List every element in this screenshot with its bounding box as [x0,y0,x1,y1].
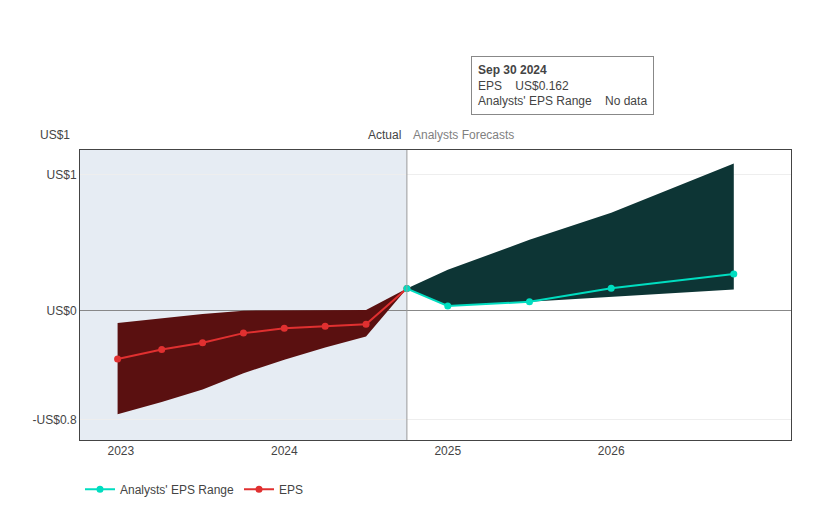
svg-text:2026: 2026 [598,444,625,458]
svg-text:2023: 2023 [108,444,135,458]
svg-text:US$1: US$1 [40,128,70,142]
svg-text:Analysts Forecasts: Analysts Forecasts [413,128,514,142]
svg-text:Analysts' EPS Range: Analysts' EPS Range [120,483,234,497]
svg-text:2024: 2024 [271,444,298,458]
svg-text:US$0: US$0 [47,304,77,318]
svg-text:2025: 2025 [434,444,461,458]
svg-text:-US$0.8: -US$0.8 [33,413,77,427]
svg-text:US$1: US$1 [47,168,77,182]
svg-text:EPS: EPS [279,483,303,497]
svg-text:Actual: Actual [368,128,401,142]
svg-text:Sep 30 2024EPS US$0.162Anal: Sep 30 2024EPS US$0.162Analysts' EPS Ran… [478,63,647,108]
